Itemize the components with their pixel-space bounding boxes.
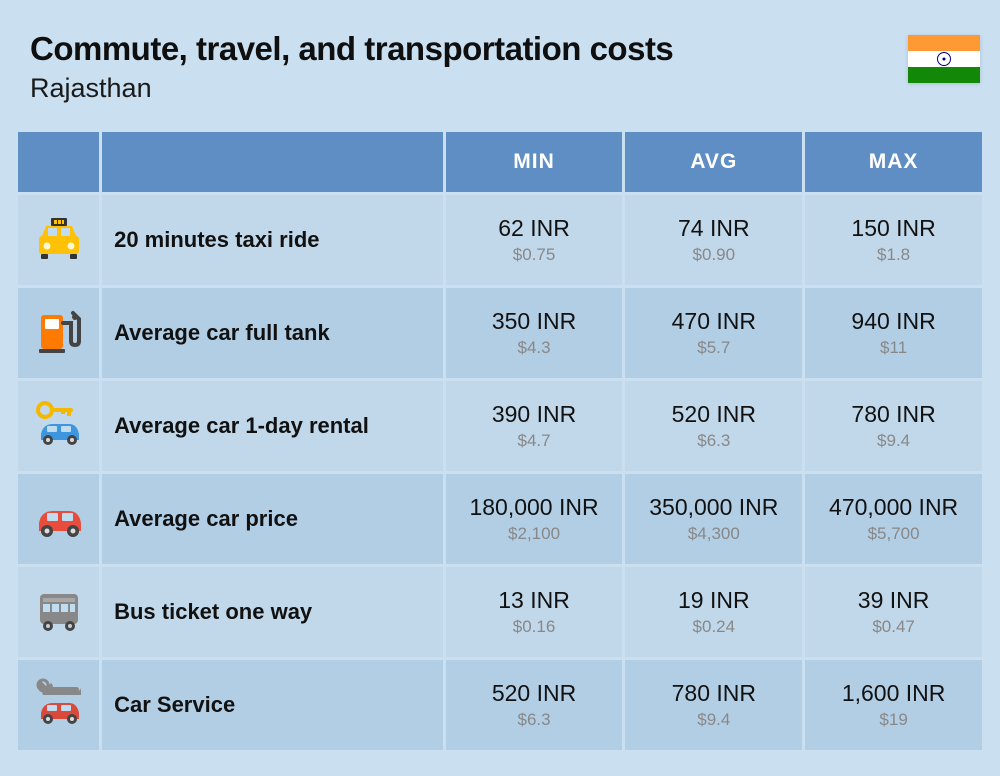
inr-value: 780 INR — [809, 401, 978, 428]
usd-value: $5,700 — [809, 524, 978, 544]
inr-value: 390 INR — [450, 401, 619, 428]
table-header-row: MIN AVG MAX — [18, 132, 982, 192]
max-cell: 780 INR $9.4 — [805, 381, 982, 471]
inr-value: 180,000 INR — [450, 494, 619, 521]
usd-value: $0.47 — [809, 617, 978, 637]
usd-value: $9.4 — [809, 431, 978, 451]
avg-cell: 780 INR $9.4 — [625, 660, 802, 750]
usd-value: $0.24 — [629, 617, 798, 637]
min-cell: 180,000 INR $2,100 — [446, 474, 623, 564]
header-max: MAX — [805, 132, 982, 192]
india-flag-icon — [908, 35, 980, 83]
avg-cell: 19 INR $0.24 — [625, 567, 802, 657]
row-label: Car Service — [102, 660, 443, 750]
table-row: Average car 1-day rental 390 INR $4.7 520… — [18, 381, 982, 471]
header: Commute, travel, and transportation cost… — [15, 30, 985, 129]
max-cell: 150 INR $1.8 — [805, 195, 982, 285]
header-avg: AVG — [625, 132, 802, 192]
table-row: Average car price 180,000 INR $2,100 350,… — [18, 474, 982, 564]
inr-value: 19 INR — [629, 587, 798, 614]
min-cell: 390 INR $4.7 — [446, 381, 623, 471]
inr-value: 1,600 INR — [809, 680, 978, 707]
min-cell: 350 INR $4.3 — [446, 288, 623, 378]
max-cell: 39 INR $0.47 — [805, 567, 982, 657]
usd-value: $6.3 — [450, 710, 619, 730]
min-cell: 62 INR $0.75 — [446, 195, 623, 285]
table-row: Average car full tank 350 INR $4.3 470 IN… — [18, 288, 982, 378]
inr-value: 350,000 INR — [629, 494, 798, 521]
usd-value: $19 — [809, 710, 978, 730]
table-row: 20 minutes taxi ride 62 INR $0.75 74 INR $… — [18, 195, 982, 285]
costs-table: MIN AVG MAX 20 minutes taxi ride 62 INR $… — [15, 129, 985, 753]
chakra-icon — [937, 52, 951, 66]
table-row: Bus ticket one way 13 INR $0.16 19 INR $0.… — [18, 567, 982, 657]
car-icon — [18, 474, 99, 564]
inr-value: 520 INR — [629, 401, 798, 428]
flag-saffron-stripe — [908, 35, 980, 51]
header-label-col — [102, 132, 443, 192]
row-label: Bus ticket one way — [102, 567, 443, 657]
min-cell: 520 INR $6.3 — [446, 660, 623, 750]
taxi-icon — [18, 195, 99, 285]
usd-value: $4,300 — [629, 524, 798, 544]
inr-value: 62 INR — [450, 215, 619, 242]
inr-value: 13 INR — [450, 587, 619, 614]
usd-value: $11 — [809, 338, 978, 358]
page-title: Commute, travel, and transportation cost… — [30, 30, 673, 68]
fuel-pump-icon — [18, 288, 99, 378]
inr-value: 74 INR — [629, 215, 798, 242]
row-label: Average car price — [102, 474, 443, 564]
table-row: Car Service 520 INR $6.3 780 INR $9.4 1,60… — [18, 660, 982, 750]
usd-value: $0.90 — [629, 245, 798, 265]
row-label: Average car 1-day rental — [102, 381, 443, 471]
bus-icon — [18, 567, 99, 657]
inr-value: 470,000 INR — [809, 494, 978, 521]
inr-value: 350 INR — [450, 308, 619, 335]
car-service-icon — [18, 660, 99, 750]
flag-green-stripe — [908, 67, 980, 83]
header-icon-col — [18, 132, 99, 192]
inr-value: 39 INR — [809, 587, 978, 614]
inr-value: 520 INR — [450, 680, 619, 707]
inr-value: 470 INR — [629, 308, 798, 335]
avg-cell: 350,000 INR $4,300 — [625, 474, 802, 564]
usd-value: $0.16 — [450, 617, 619, 637]
usd-value: $1.8 — [809, 245, 978, 265]
header-min: MIN — [446, 132, 623, 192]
max-cell: 1,600 INR $19 — [805, 660, 982, 750]
flag-white-stripe — [908, 51, 980, 67]
row-label: Average car full tank — [102, 288, 443, 378]
page-subtitle: Rajasthan — [30, 73, 673, 104]
title-block: Commute, travel, and transportation cost… — [30, 30, 673, 104]
usd-value: $5.7 — [629, 338, 798, 358]
inr-value: 780 INR — [629, 680, 798, 707]
avg-cell: 520 INR $6.3 — [625, 381, 802, 471]
usd-value: $9.4 — [629, 710, 798, 730]
inr-value: 940 INR — [809, 308, 978, 335]
max-cell: 940 INR $11 — [805, 288, 982, 378]
usd-value: $6.3 — [629, 431, 798, 451]
usd-value: $2,100 — [450, 524, 619, 544]
avg-cell: 74 INR $0.90 — [625, 195, 802, 285]
car-rental-icon — [18, 381, 99, 471]
avg-cell: 470 INR $5.7 — [625, 288, 802, 378]
usd-value: $0.75 — [450, 245, 619, 265]
max-cell: 470,000 INR $5,700 — [805, 474, 982, 564]
min-cell: 13 INR $0.16 — [446, 567, 623, 657]
usd-value: $4.7 — [450, 431, 619, 451]
inr-value: 150 INR — [809, 215, 978, 242]
usd-value: $4.3 — [450, 338, 619, 358]
row-label: 20 minutes taxi ride — [102, 195, 443, 285]
